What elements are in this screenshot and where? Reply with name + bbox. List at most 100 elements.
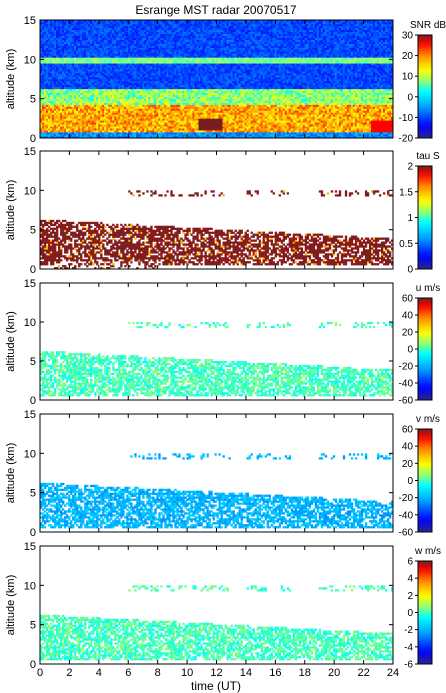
- heatmap-cell: [132, 63, 135, 66]
- heatmap-cell: [104, 55, 107, 58]
- heatmap-cell: [104, 69, 107, 72]
- heatmap-cell: [136, 134, 139, 137]
- heatmap-cell: [92, 98, 95, 101]
- heatmap-cell: [42, 20, 45, 23]
- heatmap-cell: [98, 130, 101, 133]
- heatmap-cell: [200, 75, 203, 78]
- heatmap-cell: [108, 118, 111, 121]
- heatmap-cell: [78, 132, 81, 135]
- heatmap-cell: [82, 104, 85, 107]
- heatmap-cell: [134, 112, 137, 115]
- heatmap-cell: [184, 77, 187, 80]
- heatmap-cell: [92, 27, 95, 31]
- heatmap-cell: [54, 98, 57, 101]
- heatmap-cell: [202, 110, 205, 113]
- heatmap-cell: [194, 67, 197, 70]
- heatmap-cell: [120, 122, 123, 125]
- heatmap-cell: [152, 92, 155, 96]
- heatmap-cell: [114, 79, 117, 82]
- heatmap-cell: [136, 110, 139, 113]
- heatmap-cell: [130, 116, 133, 119]
- heatmap-cell: [158, 31, 161, 35]
- heatmap-cell: [150, 88, 153, 92]
- heatmap-cell: [164, 126, 167, 129]
- heatmap-cell: [120, 102, 123, 105]
- heatmap-cell: [118, 73, 121, 76]
- heatmap-cell: [46, 37, 49, 40]
- heatmap-cell: [154, 114, 157, 117]
- heatmap-cell: [108, 43, 111, 46]
- heatmap-cell: [200, 27, 203, 31]
- heatmap-cell: [124, 55, 127, 58]
- heatmap-cell: [200, 29, 203, 33]
- heatmap-cell: [186, 35, 189, 38]
- heatmap-cell: [56, 92, 59, 96]
- heatmap-cell: [196, 43, 199, 46]
- heatmap-cell: [170, 130, 173, 133]
- heatmap-cell: [186, 41, 189, 44]
- heatmap-cell: [86, 29, 89, 33]
- heatmap-cell: [184, 118, 187, 121]
- heatmap-cell: [164, 106, 167, 109]
- heatmap-cell: [132, 61, 135, 64]
- heatmap-cell: [94, 102, 97, 105]
- heatmap-cell: [164, 39, 167, 42]
- heatmap-cell: [170, 61, 173, 64]
- heatmap-cell: [196, 136, 199, 138]
- heatmap-cell: [102, 100, 105, 103]
- heatmap-cell: [112, 25, 115, 29]
- heatmap-cell: [96, 39, 99, 42]
- heatmap-cell: [74, 90, 77, 94]
- heatmap-cell: [140, 110, 143, 113]
- heatmap-cell: [200, 71, 203, 74]
- heatmap-cell: [198, 80, 201, 84]
- heatmap-cell: [86, 94, 89, 97]
- heatmap-cell: [146, 124, 149, 127]
- heatmap-cell: [202, 55, 205, 58]
- heatmap-cell: [188, 35, 191, 38]
- heatmap-cell: [54, 31, 57, 35]
- heatmap-cell: [106, 27, 109, 31]
- heatmap-cell: [150, 122, 153, 125]
- heatmap-cell: [196, 84, 199, 88]
- heatmap-cell: [150, 69, 153, 72]
- heatmap-cell: [140, 124, 143, 127]
- heatmap-cell: [172, 31, 175, 35]
- heatmap-cell: [78, 33, 81, 37]
- heatmap-cell: [110, 71, 113, 74]
- heatmap-cell: [108, 65, 111, 68]
- heatmap-cell: [130, 126, 133, 129]
- heatmap-cell: [196, 51, 199, 54]
- heatmap-cell: [178, 69, 181, 72]
- heatmap-cell: [50, 80, 53, 84]
- heatmap-cell: [128, 88, 131, 92]
- heatmap-cell: [180, 112, 183, 115]
- heatmap-cell: [186, 88, 189, 92]
- heatmap-cell: [40, 23, 43, 27]
- heatmap-cell: [130, 57, 133, 60]
- heatmap-cell: [50, 102, 53, 105]
- heatmap-cell: [50, 45, 53, 48]
- heatmap-cell: [150, 136, 153, 138]
- heatmap-cell: [102, 51, 105, 54]
- heatmap-cell: [154, 134, 157, 137]
- heatmap-cell: [180, 77, 183, 80]
- heatmap-cell: [172, 69, 175, 72]
- heatmap-cell: [108, 33, 111, 37]
- heatmap-cell: [176, 134, 179, 137]
- heatmap-cell: [174, 90, 177, 94]
- heatmap-cell: [190, 51, 193, 54]
- heatmap-cell: [44, 84, 47, 88]
- heatmap-cell: [62, 96, 65, 99]
- heatmap-cell: [106, 128, 109, 131]
- heatmap-cell: [116, 102, 119, 105]
- heatmap-cell: [118, 84, 121, 88]
- heatmap-cell: [74, 108, 77, 111]
- heatmap-cell: [188, 41, 191, 44]
- heatmap-cell: [100, 116, 103, 119]
- heatmap-cell: [172, 65, 175, 68]
- heatmap-cell: [186, 102, 189, 105]
- heatmap-cell: [138, 37, 141, 40]
- heatmap-cell: [180, 47, 183, 50]
- heatmap-cell: [104, 43, 107, 46]
